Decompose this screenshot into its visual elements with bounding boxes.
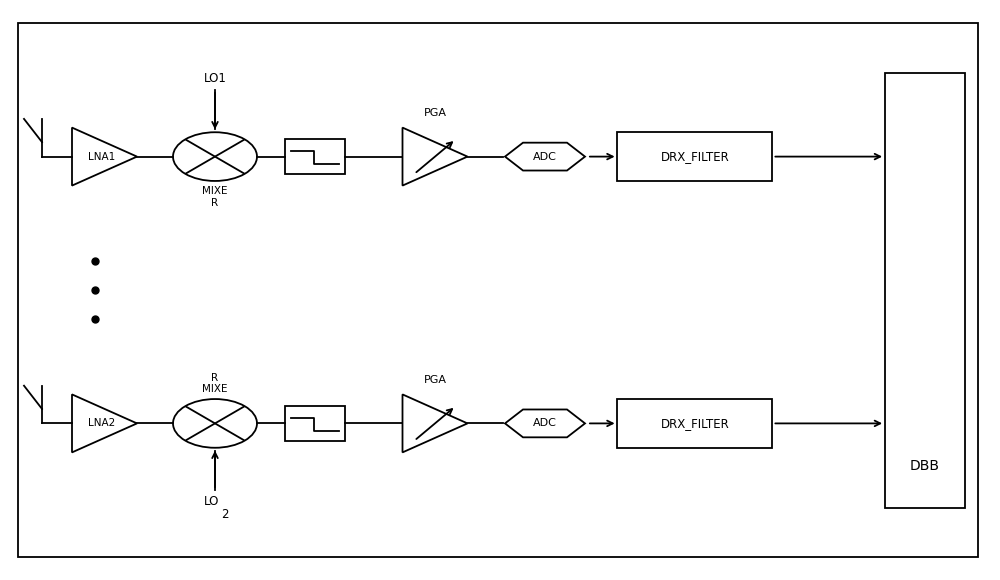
Text: 2: 2	[221, 508, 229, 520]
Text: MIXE: MIXE	[202, 385, 228, 394]
Polygon shape	[505, 409, 585, 437]
Text: LO: LO	[204, 495, 220, 508]
Text: ADC: ADC	[533, 151, 557, 162]
Polygon shape	[402, 394, 467, 452]
Polygon shape	[402, 128, 467, 186]
Text: R: R	[211, 373, 219, 383]
Text: MIXE: MIXE	[202, 186, 228, 195]
Polygon shape	[505, 143, 585, 171]
Bar	[617, 132, 772, 181]
Circle shape	[173, 132, 257, 181]
Text: DRX_FILTER: DRX_FILTER	[661, 417, 729, 430]
Text: LO1: LO1	[204, 72, 226, 85]
Text: LNA1: LNA1	[88, 151, 115, 162]
Circle shape	[173, 399, 257, 448]
Text: LNA2: LNA2	[88, 418, 115, 429]
Bar	[285, 406, 345, 441]
Text: ADC: ADC	[533, 418, 557, 429]
Polygon shape	[72, 394, 137, 452]
Text: PGA: PGA	[424, 375, 446, 385]
Text: DBB: DBB	[910, 459, 940, 473]
Bar	[285, 139, 345, 174]
Polygon shape	[72, 128, 137, 186]
Text: R: R	[211, 198, 219, 208]
Text: DRX_FILTER: DRX_FILTER	[661, 150, 729, 163]
Bar	[885, 72, 965, 508]
Text: PGA: PGA	[424, 108, 446, 118]
Bar	[617, 399, 772, 448]
